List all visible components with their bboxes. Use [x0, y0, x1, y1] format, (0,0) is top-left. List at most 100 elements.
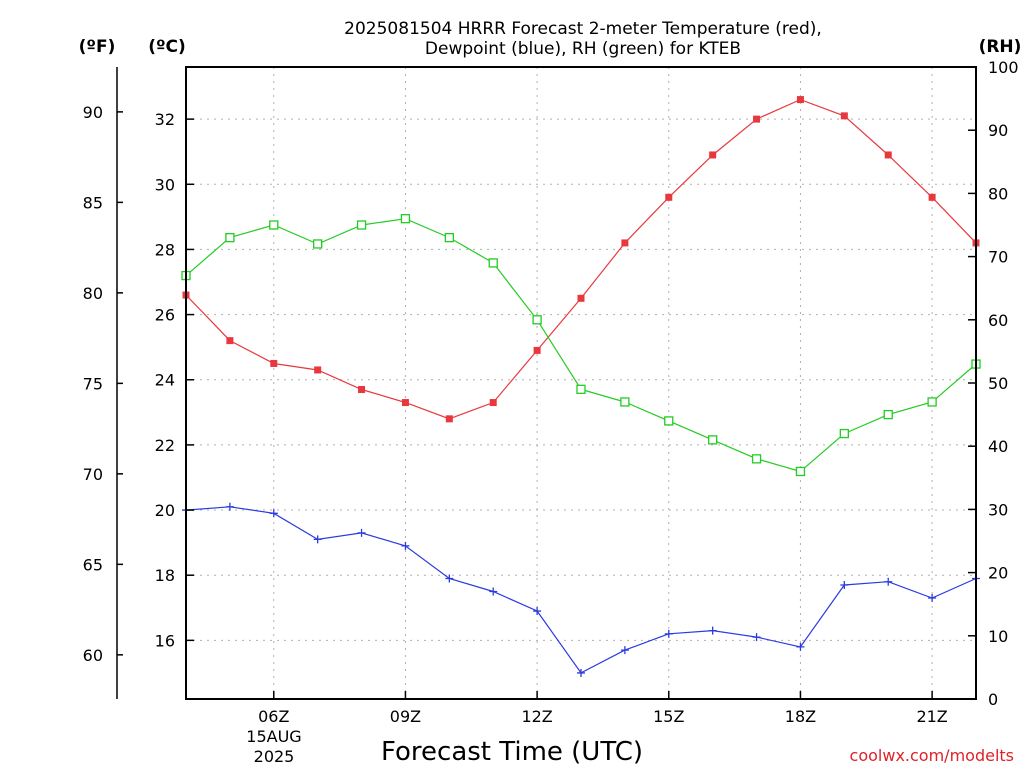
- dewpoint-point: [445, 574, 454, 583]
- date-label-year: 2025: [254, 747, 295, 766]
- temperature-point: [796, 96, 804, 104]
- fahrenheit-unit-label: (ºF): [79, 37, 116, 57]
- fahrenheit-tick-label: 60: [83, 646, 103, 665]
- rh-point: [576, 384, 586, 394]
- series-layer: [181, 96, 981, 677]
- celsius-tick-label: 30: [155, 175, 175, 194]
- x-tick-label: 18Z: [785, 707, 816, 726]
- chart-title-line1: 2025081504 HRRR Forecast 2-meter Tempera…: [344, 19, 822, 39]
- celsius-tick-label: 18: [155, 566, 175, 585]
- temperature-point: [709, 151, 717, 159]
- temperature-point: [533, 346, 541, 354]
- temperature-point: [401, 399, 409, 407]
- temperature-point: [840, 112, 848, 120]
- dewpoint-point: [225, 502, 234, 511]
- x-tick-label: 12Z: [521, 707, 552, 726]
- temperature-point: [884, 151, 892, 159]
- rh-point: [532, 315, 542, 325]
- rh-tick-label: 60: [988, 311, 1008, 330]
- temperature-point: [621, 239, 629, 247]
- temperature-point: [226, 337, 234, 345]
- rh-point: [883, 409, 893, 420]
- rh-tick-label: 50: [988, 374, 1008, 393]
- celsius-unit-label: (ºC): [148, 37, 186, 57]
- dewpoint-point: [577, 668, 585, 677]
- dewpoint-line: [185, 506, 977, 674]
- rh-point: [620, 397, 630, 407]
- temperature-point: [665, 193, 673, 201]
- celsius-tick-label: 24: [155, 371, 175, 390]
- x-tick-label: 06Z: [258, 707, 289, 726]
- dewpoint-point: [620, 646, 629, 655]
- temperature-point: [577, 294, 585, 302]
- rh-point: [927, 397, 937, 407]
- rh-line: [185, 218, 977, 473]
- celsius-tick-label: 26: [155, 306, 175, 325]
- fahrenheit-tick-label: 90: [83, 103, 103, 122]
- rh-tick-label: 20: [988, 564, 1008, 583]
- dewpoint-point: [269, 509, 278, 518]
- celsius-tick-label: 28: [155, 240, 175, 259]
- dewpoint-point: [840, 580, 849, 589]
- rh-point: [356, 220, 367, 230]
- grid: [186, 67, 976, 699]
- rh-tick-label: 80: [988, 184, 1008, 203]
- fahrenheit-tick-label: 85: [83, 193, 103, 212]
- x-tick-label: 15Z: [653, 707, 684, 726]
- x-tick-label: 09Z: [390, 707, 421, 726]
- x-tick-label: 21Z: [916, 707, 947, 726]
- celsius-tick-label: 22: [155, 436, 175, 455]
- dewpoint-point: [357, 528, 366, 537]
- chart-title-line2: Dewpoint (blue), RH (green) for KTEB: [425, 39, 741, 59]
- rh-tick-label: 100: [988, 58, 1019, 77]
- celsius-tick-label: 20: [155, 501, 175, 520]
- celsius-tick-label: 16: [155, 631, 175, 650]
- temperature-point: [753, 115, 761, 123]
- rh-tick-label: 0: [988, 690, 998, 709]
- source-watermark: coolwx.com/modelts: [850, 746, 1014, 765]
- dewpoint-point: [489, 587, 498, 596]
- temperature-point: [270, 359, 278, 367]
- rh-point: [444, 232, 454, 243]
- fahrenheit-tick-label: 75: [83, 374, 103, 393]
- fahrenheit-tick-label: 65: [83, 555, 103, 574]
- rh-point: [751, 454, 762, 464]
- rh-point: [225, 232, 235, 243]
- dewpoint-point: [796, 642, 805, 651]
- rh-point: [269, 220, 279, 230]
- x-axis-title: Forecast Time (UTC): [381, 737, 643, 767]
- rh-point: [488, 258, 498, 268]
- temperature-point: [489, 399, 497, 407]
- fahrenheit-tick-label: 80: [83, 284, 103, 303]
- temperature-point: [445, 415, 453, 423]
- dewpoint-point: [533, 607, 542, 616]
- rh-point: [839, 428, 849, 439]
- temperature-point: [358, 386, 366, 394]
- rh-tick-label: 30: [988, 500, 1008, 519]
- temperature-line: [185, 98, 977, 420]
- rh-tick-label: 70: [988, 248, 1008, 267]
- rh-unit-label: (RH): [979, 37, 1022, 57]
- dewpoint-point: [752, 633, 761, 642]
- rh-point: [313, 239, 323, 249]
- rh-point: [795, 466, 806, 477]
- dewpoint-point: [664, 629, 673, 638]
- dewpoint-point: [928, 594, 937, 603]
- fahrenheit-tick-label: 70: [83, 465, 103, 484]
- dewpoint-point: [708, 626, 717, 635]
- date-label-day: 15AUG: [246, 727, 301, 746]
- rh-tick-label: 10: [988, 627, 1008, 646]
- rh-point: [708, 435, 718, 445]
- axes: 06Z 09Z 12Z 15Z 18Z 21Z 16 18 20 22 24 26 28 30 32 60 65…: [83, 58, 1019, 726]
- rh-point: [400, 214, 411, 224]
- rh-tick-label: 40: [988, 437, 1008, 456]
- rh-tick-label: 90: [988, 121, 1008, 140]
- rh-point: [664, 416, 674, 426]
- celsius-tick-label: 32: [155, 110, 175, 129]
- plot-frame: [185, 66, 977, 700]
- temperature-point: [928, 193, 936, 201]
- dewpoint-point: [884, 577, 893, 586]
- temperature-point: [314, 366, 322, 374]
- dewpoint-point: [313, 535, 322, 544]
